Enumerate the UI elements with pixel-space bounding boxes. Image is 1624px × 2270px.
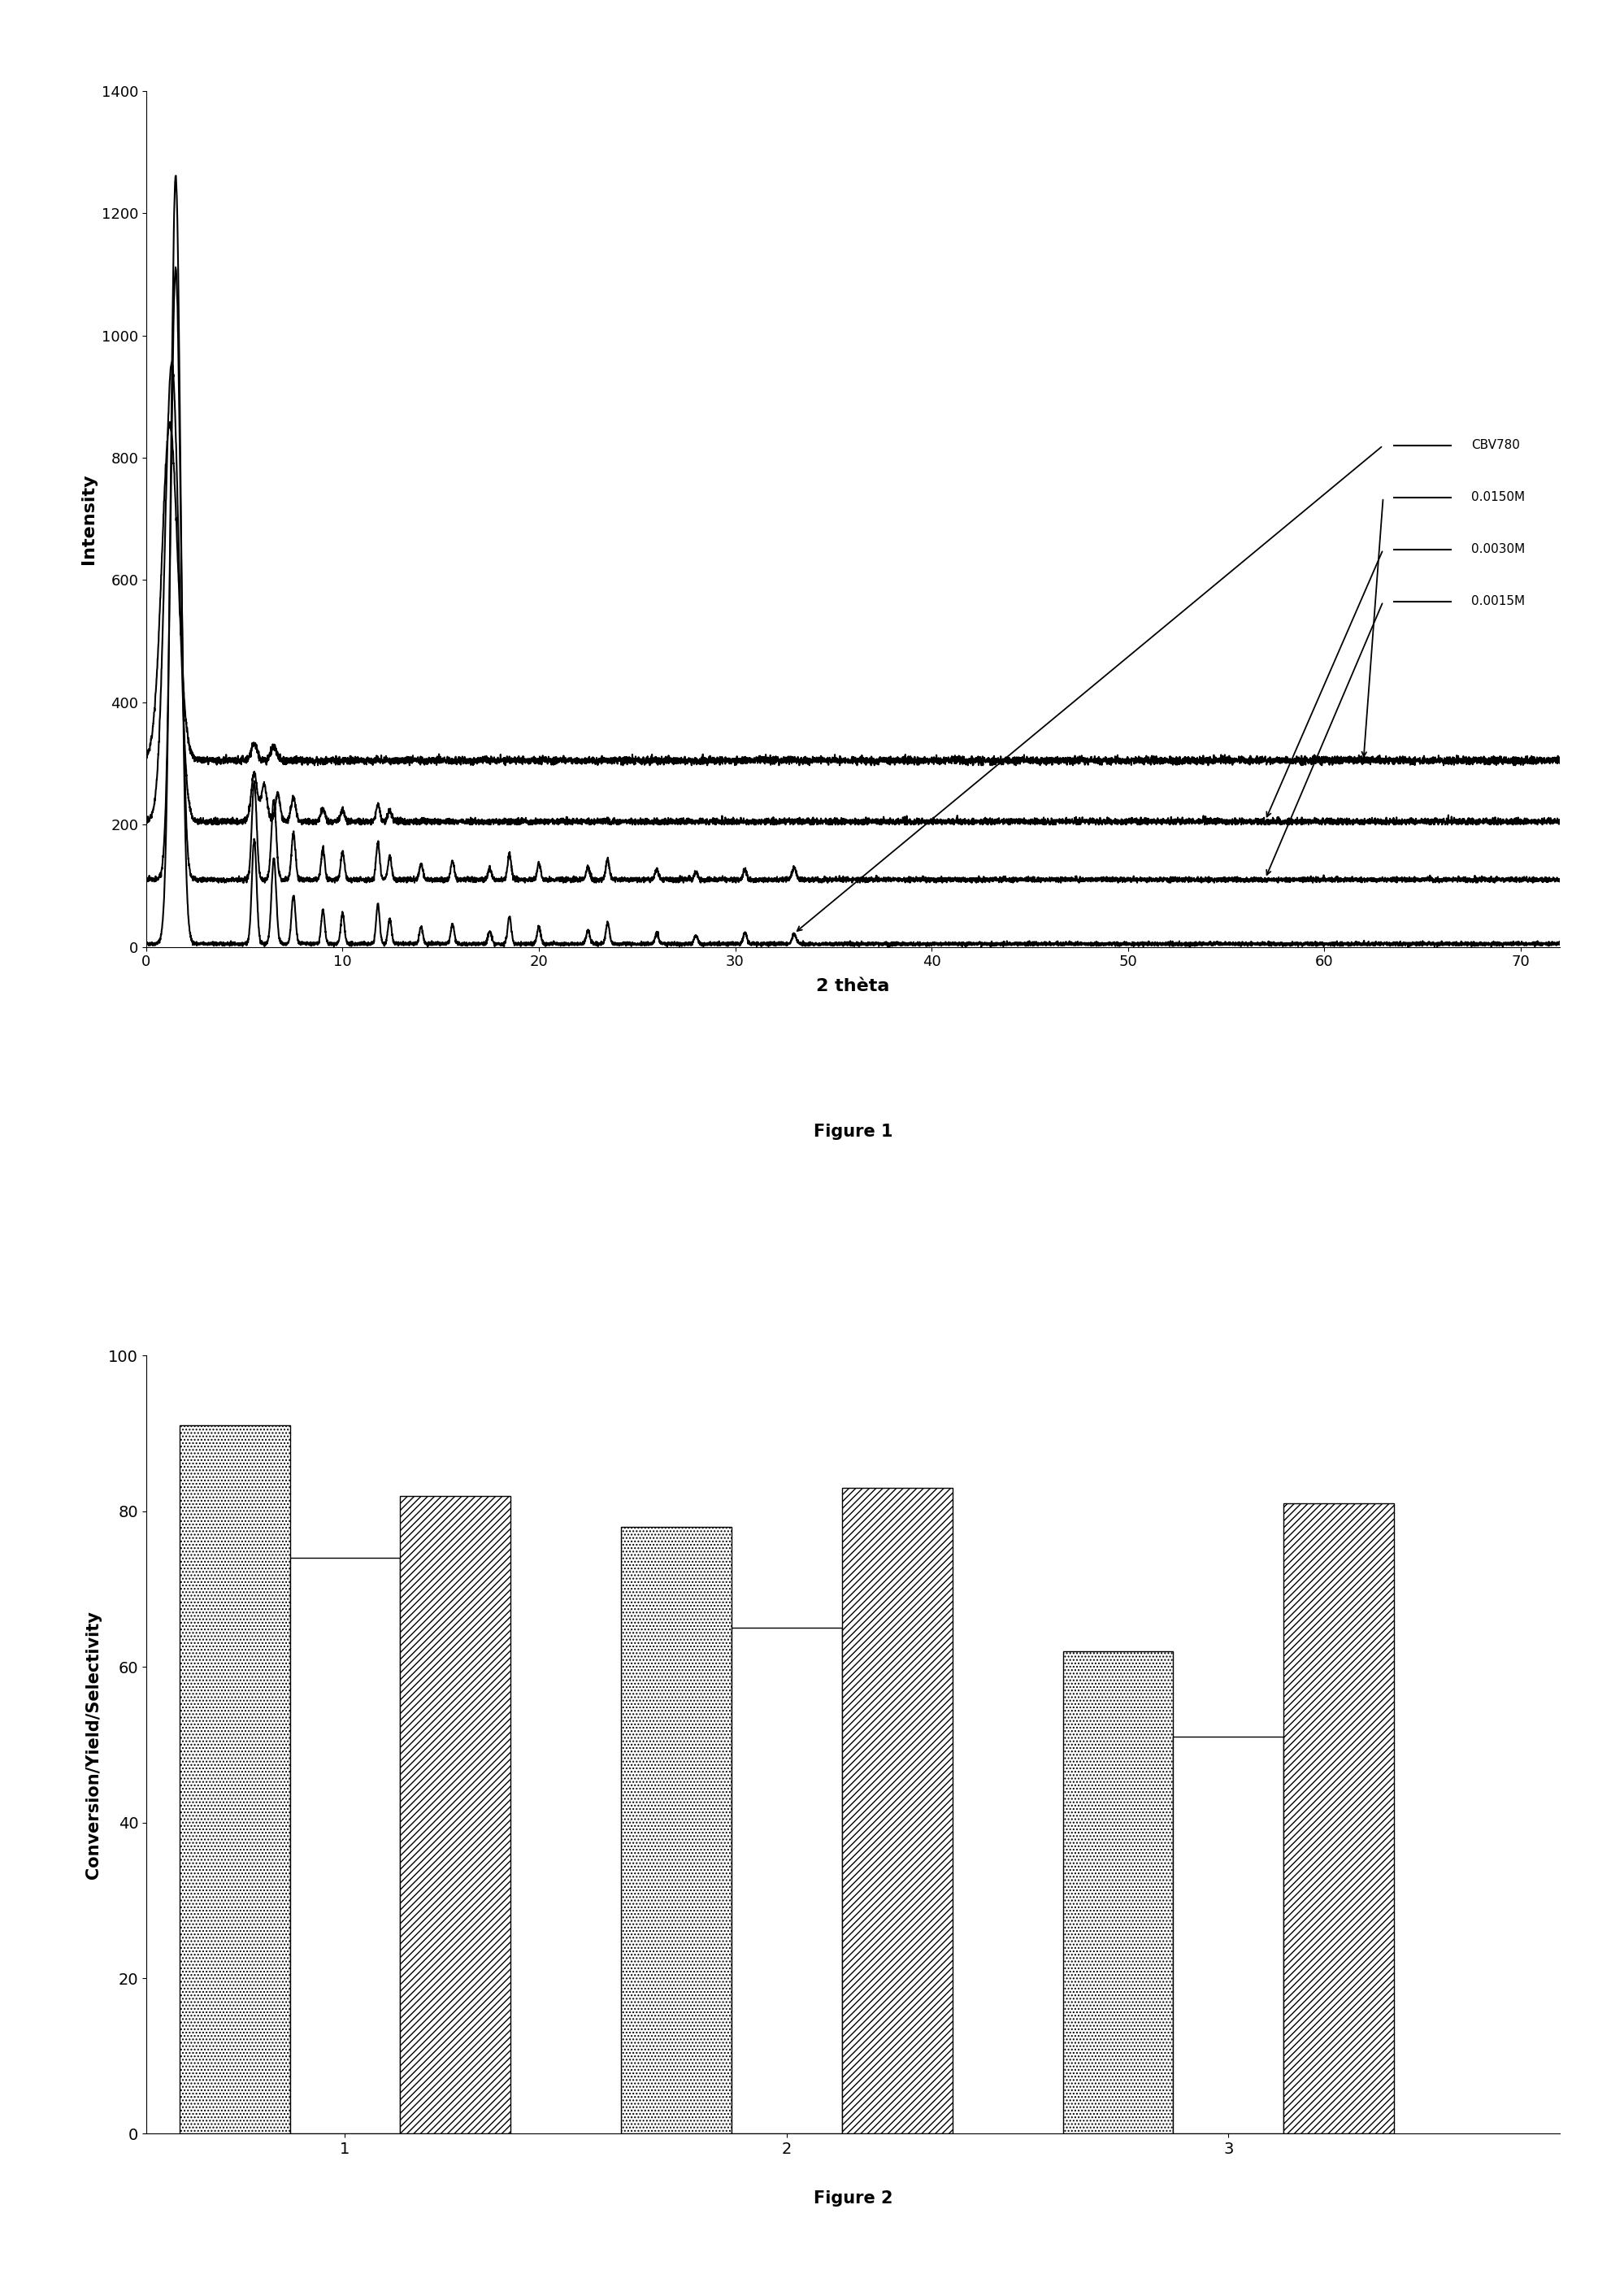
Bar xyxy=(620,1528,731,2134)
Bar xyxy=(289,1557,400,2134)
Text: 0.0030M: 0.0030M xyxy=(1471,543,1525,556)
Text: Figure 1: Figure 1 xyxy=(814,1124,892,1140)
Bar xyxy=(841,1487,952,2134)
Text: 0.0150M: 0.0150M xyxy=(1471,490,1525,504)
Y-axis label: Intensity: Intensity xyxy=(81,474,97,565)
Text: Figure 2: Figure 2 xyxy=(814,2191,892,2206)
Bar xyxy=(1062,1650,1173,2134)
Text: 0.0015M: 0.0015M xyxy=(1471,595,1525,608)
X-axis label: 2 thèta: 2 thèta xyxy=(815,978,890,994)
Bar xyxy=(731,1628,841,2134)
Bar xyxy=(400,1496,510,2134)
Bar xyxy=(179,1426,289,2134)
Y-axis label: Conversion/Yield/Selectivity: Conversion/Yield/Selectivity xyxy=(86,1609,102,1880)
Text: CBV780: CBV780 xyxy=(1471,440,1520,452)
Bar xyxy=(1173,1737,1283,2134)
Bar xyxy=(1283,1503,1393,2134)
